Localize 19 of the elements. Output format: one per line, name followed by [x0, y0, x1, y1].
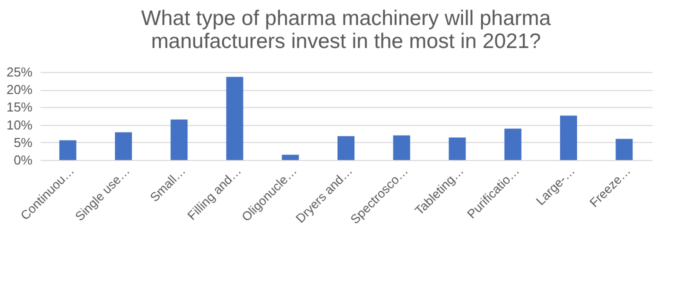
- bar: [282, 154, 299, 160]
- bar: [338, 136, 354, 160]
- bar: [393, 135, 410, 160]
- y-tick-label: 10%: [6, 117, 33, 132]
- bar: [170, 120, 188, 160]
- bar: [114, 132, 132, 160]
- y-tick-label: 0%: [14, 152, 33, 168]
- y-tick-label: 25%: [6, 64, 33, 80]
- bar: [560, 116, 578, 160]
- bar: [616, 138, 633, 160]
- bar: [448, 137, 466, 160]
- y-tick-label: 20%: [6, 82, 33, 98]
- y-tick-label: 15%: [6, 100, 33, 115]
- bar: [226, 76, 244, 160]
- y-tick-label: 5%: [14, 134, 33, 150]
- text: manufacturers invest in the most in 2021?: [151, 30, 541, 53]
- text: What type of pharma machinery will pharma: [141, 7, 551, 30]
- bar: [59, 140, 76, 160]
- bar: [504, 128, 522, 160]
